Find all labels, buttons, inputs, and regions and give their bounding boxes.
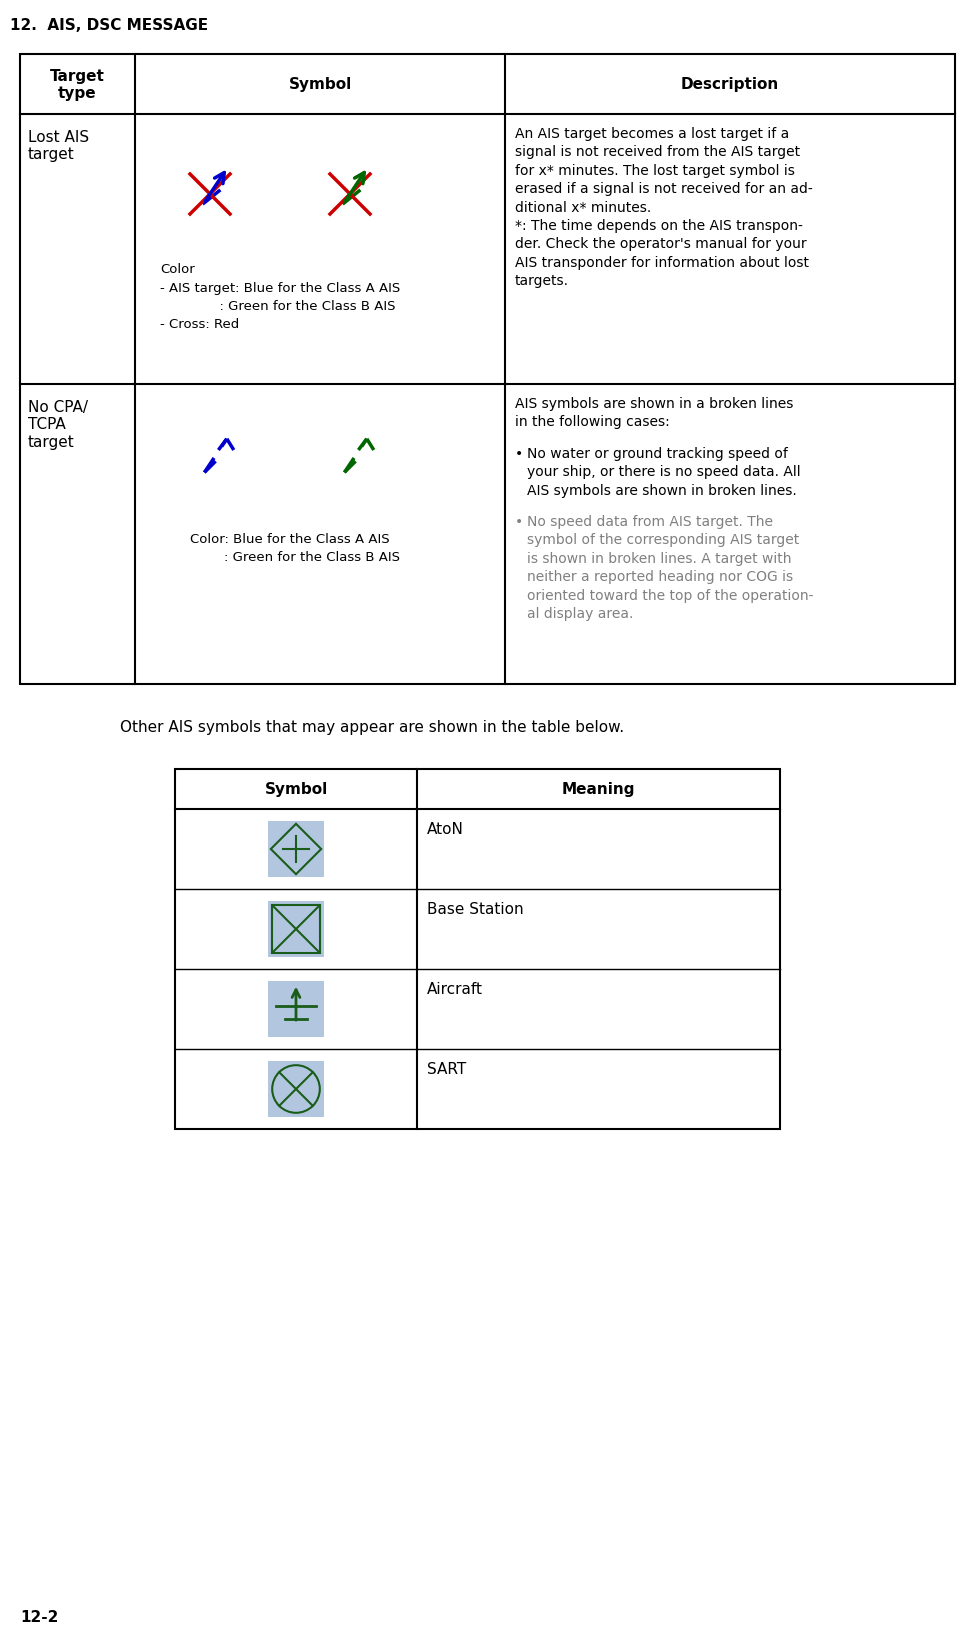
Text: Description: Description bbox=[681, 77, 779, 92]
Text: No CPA/
TCPA
target: No CPA/ TCPA target bbox=[28, 400, 88, 449]
Text: Lost AIS
target: Lost AIS target bbox=[28, 129, 89, 162]
Text: Symbol: Symbol bbox=[289, 77, 352, 92]
Text: Symbol: Symbol bbox=[264, 782, 328, 797]
Text: An AIS target becomes a lost target if a
signal is not received from the AIS tar: An AIS target becomes a lost target if a… bbox=[515, 126, 813, 288]
Bar bbox=[268, 821, 324, 877]
Bar bbox=[268, 1062, 324, 1118]
Text: 12-2: 12-2 bbox=[20, 1609, 58, 1624]
Text: Other AIS symbols that may appear are shown in the table below.: Other AIS symbols that may appear are sh… bbox=[120, 720, 624, 734]
Text: Color: Blue for the Class A AIS: Color: Blue for the Class A AIS bbox=[190, 533, 390, 546]
Text: •: • bbox=[515, 515, 524, 529]
Bar bbox=[175, 770, 780, 1129]
Bar bbox=[268, 982, 324, 1037]
Text: No water or ground tracking speed of
your ship, or there is no speed data. All
A: No water or ground tracking speed of you… bbox=[527, 447, 800, 498]
Text: SART: SART bbox=[427, 1062, 466, 1077]
Text: : Green for the Class B AIS: : Green for the Class B AIS bbox=[160, 300, 396, 313]
Text: Color: Color bbox=[160, 262, 195, 275]
Text: - AIS target: Blue for the Class A AIS: - AIS target: Blue for the Class A AIS bbox=[160, 282, 401, 295]
Text: - Cross: Red: - Cross: Red bbox=[160, 318, 239, 331]
Text: : Green for the Class B AIS: : Green for the Class B AIS bbox=[190, 551, 400, 564]
Text: AIS symbols are shown in a broken lines
in the following cases:: AIS symbols are shown in a broken lines … bbox=[515, 397, 794, 429]
Text: Aircraft: Aircraft bbox=[427, 982, 483, 997]
Text: 12.  AIS, DSC MESSAGE: 12. AIS, DSC MESSAGE bbox=[10, 18, 208, 33]
Text: •: • bbox=[515, 447, 524, 461]
Text: No speed data from AIS target. The
symbol of the corresponding AIS target
is sho: No speed data from AIS target. The symbo… bbox=[527, 515, 813, 621]
Text: Base Station: Base Station bbox=[427, 901, 524, 916]
Text: Meaning: Meaning bbox=[562, 782, 636, 797]
Bar bbox=[272, 906, 320, 954]
Text: Target
type: Target type bbox=[50, 69, 105, 102]
Bar bbox=[268, 901, 324, 957]
Text: AtoN: AtoN bbox=[427, 821, 464, 836]
Bar bbox=[20, 56, 955, 685]
